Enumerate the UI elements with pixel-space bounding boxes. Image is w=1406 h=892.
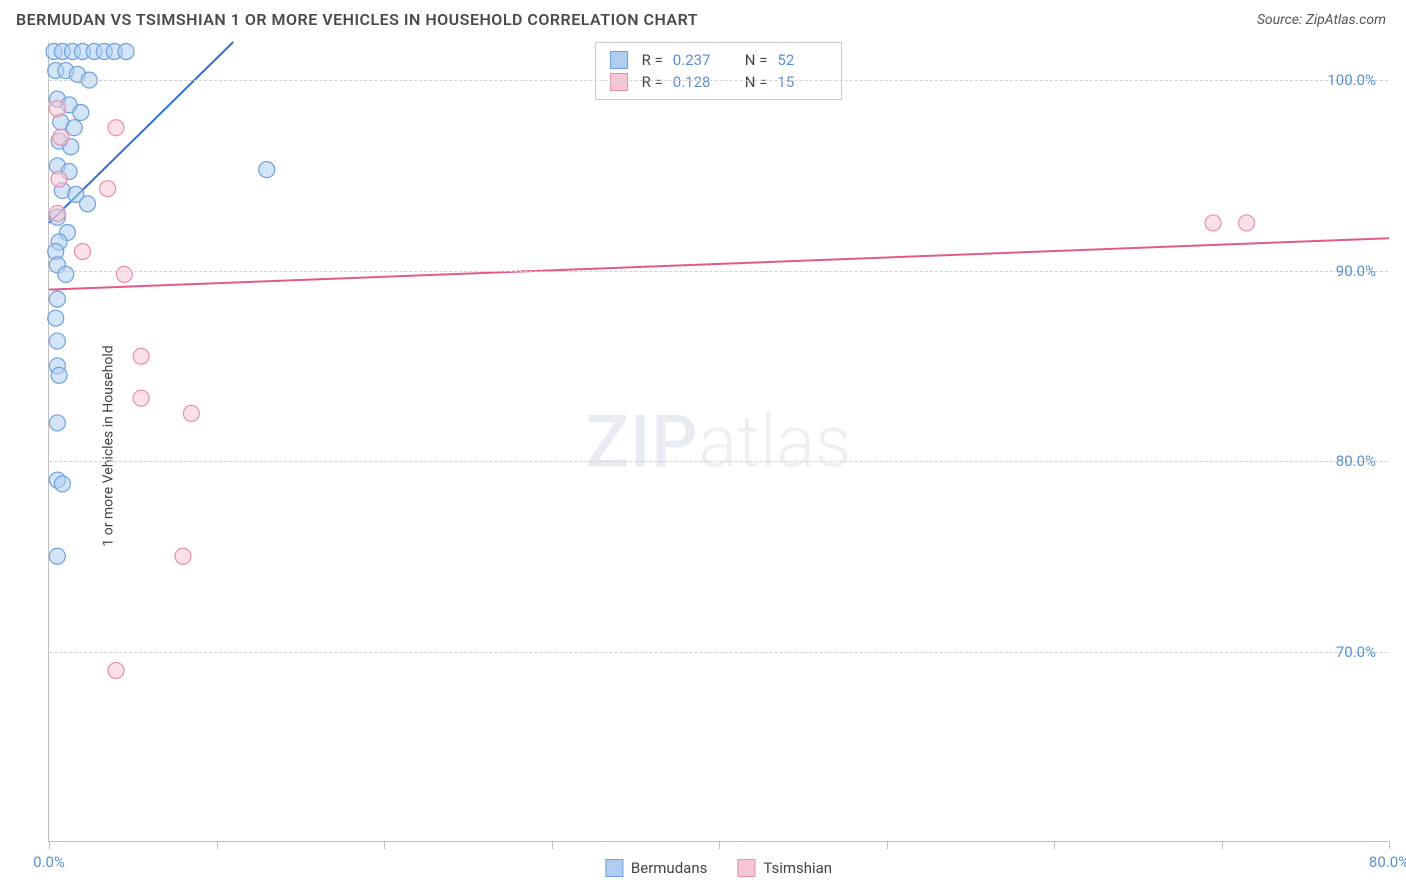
scatter-point (48, 310, 64, 326)
scatter-point (53, 129, 69, 145)
legend-n-value: 52 (777, 51, 827, 69)
legend-r-value: 0.128 (673, 73, 723, 91)
scatter-point (108, 120, 124, 136)
legend-series-label: Tsimshian (763, 859, 832, 877)
scatter-point (49, 205, 65, 221)
x-tick (887, 841, 888, 849)
legend-swatch (605, 859, 623, 877)
scatter-point (133, 348, 149, 364)
gridline-h (49, 271, 1388, 272)
source-label: Source: ZipAtlas.com (1257, 12, 1386, 28)
scatter-point (49, 333, 65, 349)
scatter-point (49, 101, 65, 117)
scatter-point (54, 476, 70, 492)
y-tick-label: 70.0% (1336, 643, 1376, 661)
legend-swatch (737, 859, 755, 877)
legend-n-value: 15 (777, 73, 827, 91)
x-tick (719, 841, 720, 849)
legend-n-label: N = (745, 51, 768, 69)
legend-top-row: R = 0.128 N = 15 (610, 71, 828, 93)
legend-bottom-item: Bermudans (605, 859, 707, 877)
legend-series-label: Bermudans (631, 859, 707, 877)
x-tick (217, 841, 218, 849)
scatter-point (108, 663, 124, 679)
scatter-point (51, 367, 67, 383)
legend-r-value: 0.237 (673, 51, 723, 69)
scatter-point (118, 44, 134, 60)
scatter-point (75, 244, 91, 260)
plot-svg (49, 42, 1388, 841)
scatter-point (80, 196, 96, 212)
legend-swatch (610, 73, 628, 91)
x-tick-label: 0.0% (33, 853, 65, 871)
scatter-point (49, 415, 65, 431)
scatter-point (73, 104, 89, 120)
x-tick (552, 841, 553, 849)
x-tick (384, 841, 385, 849)
legend-top-row: R = 0.237 N = 52 (610, 49, 828, 71)
trend-line (49, 238, 1389, 289)
gridline-h (49, 461, 1388, 462)
x-tick (1222, 841, 1223, 849)
legend-n-label: N = (745, 73, 768, 91)
gridline-h (49, 652, 1388, 653)
x-tick (49, 841, 50, 849)
x-tick-label: 80.0% (1369, 853, 1406, 871)
legend-r-label: R = (642, 51, 663, 69)
scatter-point (100, 181, 116, 197)
scatter-point (51, 171, 67, 187)
correlation-legend: R = 0.237 N = 52 R = 0.128 N = 15 (595, 42, 843, 100)
legend-swatch (610, 51, 628, 69)
scatter-point (259, 162, 275, 178)
chart-title: BERMUDAN VS TSIMSHIAN 1 OR MORE VEHICLES… (16, 10, 698, 29)
plot-area: ZIPatlas R =0.237N =52R =0.128N =15 Berm… (48, 42, 1388, 842)
x-tick (1054, 841, 1055, 849)
scatter-point (183, 405, 199, 421)
y-tick-label: 100.0% (1327, 71, 1376, 89)
scatter-point (66, 120, 82, 136)
scatter-point (175, 548, 191, 564)
gridline-h (49, 80, 1388, 81)
scatter-point (116, 266, 132, 282)
y-tick-label: 80.0% (1336, 452, 1376, 470)
scatter-point (1239, 215, 1255, 231)
scatter-point (1205, 215, 1221, 231)
header: BERMUDAN VS TSIMSHIAN 1 OR MORE VEHICLES… (0, 0, 1406, 37)
scatter-point (49, 548, 65, 564)
scatter-point (49, 291, 65, 307)
scatter-point (133, 390, 149, 406)
series-legend: Bermudans Tsimshian (605, 859, 832, 877)
y-tick-label: 90.0% (1336, 262, 1376, 280)
scatter-point (58, 266, 74, 282)
plot-container: ZIPatlas R =0.237N =52R =0.128N =15 Berm… (48, 42, 1388, 842)
legend-r-label: R = (642, 73, 663, 91)
legend-bottom-item: Tsimshian (737, 859, 832, 877)
x-tick (1389, 841, 1390, 849)
